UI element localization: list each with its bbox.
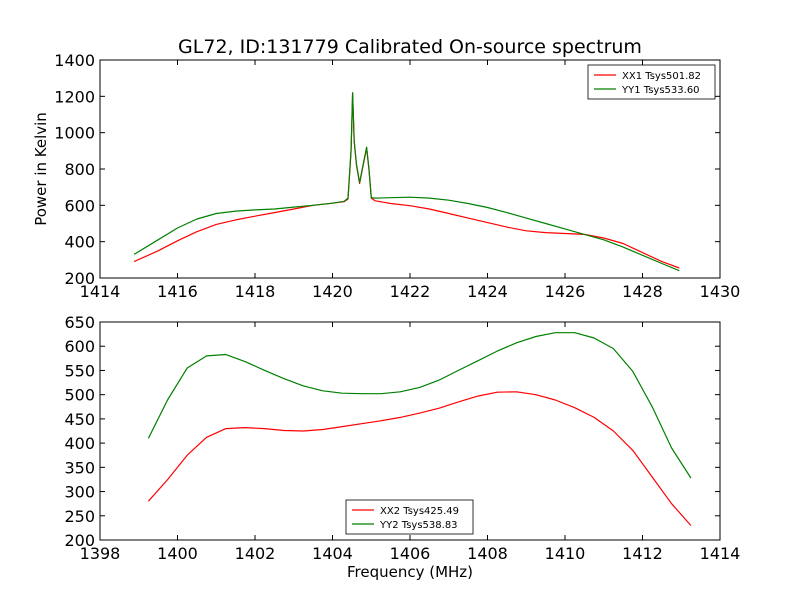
y-tick-label: 550 <box>64 361 95 380</box>
x-tick-label: 1414 <box>700 544 741 563</box>
x-tick-label: 1428 <box>622 282 663 301</box>
y-tick-label: 250 <box>64 507 95 526</box>
y-tick-label: 600 <box>64 196 95 215</box>
y-tick-label: 450 <box>64 410 95 429</box>
y-tick-label: 1000 <box>54 124 95 143</box>
y-tick-label: 1200 <box>54 87 95 106</box>
x-tick-label: 1408 <box>467 544 508 563</box>
y-tick-label: 200 <box>64 531 95 550</box>
x-tick-label: 1426 <box>545 282 586 301</box>
legend: XX1 Tsys501.82 YY1 Tsys533.60 <box>587 64 716 100</box>
y-tick-label: 800 <box>64 160 95 179</box>
y-tick-label: 400 <box>64 434 95 453</box>
y-tick-label: 500 <box>64 386 95 405</box>
series-line-yy2 <box>147 332 692 479</box>
y-tick-label: 650 <box>64 313 95 332</box>
legend-label: XX2 Tsys425.49 <box>380 506 459 517</box>
x-tick-label: 1402 <box>235 544 276 563</box>
top-spectrum-plot: Power in Kelvin 1414 1416 1418 1420 1422 1424… <box>32 51 740 301</box>
x-tick-label: 1418 <box>235 282 276 301</box>
y-tick-label: 200 <box>64 269 95 288</box>
x-tick-label: 1398 <box>80 544 121 563</box>
legend-label: YY1 Tsys533.60 <box>621 85 700 96</box>
y-tick-label: 300 <box>64 483 95 502</box>
x-tick-label: 1424 <box>467 282 508 301</box>
y-tick-label: 1400 <box>54 51 95 70</box>
series-line-yy1 <box>133 92 680 272</box>
legend-label: XX1 Tsys501.82 <box>622 71 701 82</box>
legend-box <box>587 64 716 100</box>
x-tick-label: 1412 <box>622 544 663 563</box>
x-tick-label: 1430 <box>700 282 741 301</box>
y-tick-label: 600 <box>64 337 95 356</box>
legend: XX2 Tsys425.49 YY2 Tsys538.83 <box>345 499 474 535</box>
x-tick-label: 1406 <box>390 544 431 563</box>
x-tick-label: 1404 <box>312 544 353 563</box>
x-tick-label: 1410 <box>545 544 586 563</box>
y-axis-label: Power in Kelvin <box>32 112 50 226</box>
y-tick-label: 400 <box>64 233 95 252</box>
legend-box <box>345 499 474 535</box>
x-tick-label: 1420 <box>312 282 353 301</box>
series-line-xx2 <box>147 391 692 526</box>
bottom-spectrum-plot: Frequency (MHz) 1398 1400 1402 1404 1406 1408… <box>64 313 740 581</box>
chart-title: GL72, ID:131779 Calibrated On-source spe… <box>178 36 642 58</box>
legend-label: YY2 Tsys538.83 <box>379 520 458 531</box>
x-tick-label: 1414 <box>80 282 121 301</box>
x-tick-label: 1400 <box>157 544 198 563</box>
x-tick-label: 1422 <box>390 282 431 301</box>
y-tick-label: 350 <box>64 458 95 477</box>
x-tick-label: 1416 <box>157 282 198 301</box>
x-axis-label: Frequency (MHz) <box>347 563 473 581</box>
